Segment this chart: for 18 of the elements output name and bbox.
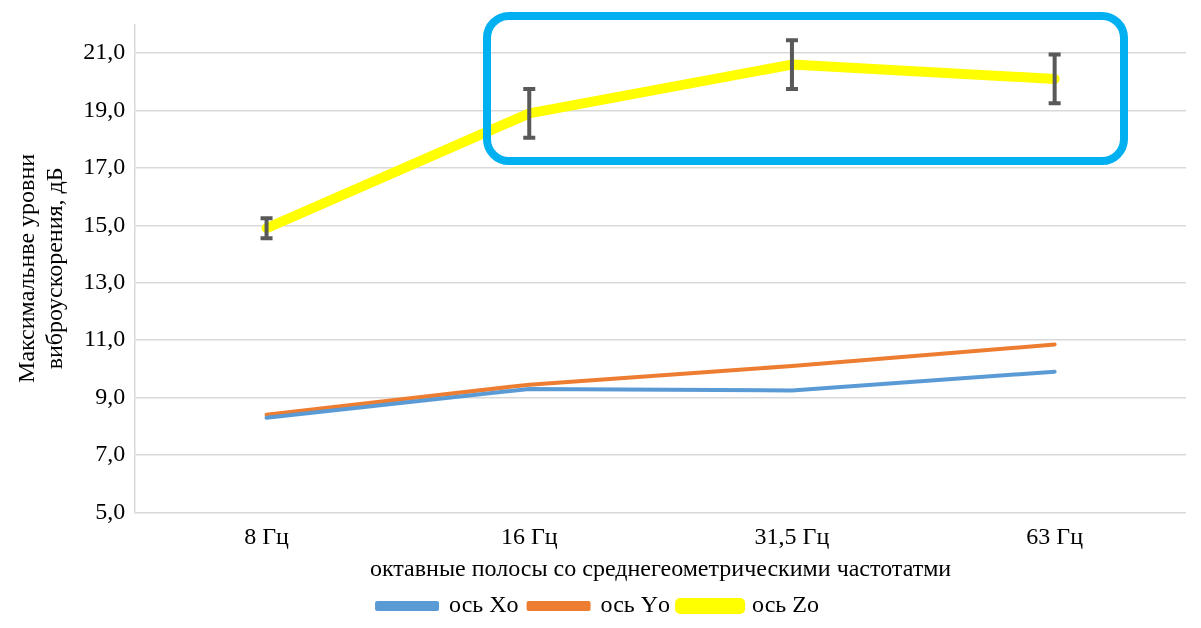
y-axis-title: Максимальнве уровни виброускорения, дБ [13, 153, 67, 383]
x-tick-label: 16 Гц [500, 523, 558, 550]
legend-label: ось Xо [449, 591, 519, 618]
y-tick-label: 19,0 [83, 95, 126, 122]
y-tick-label: 17,0 [83, 153, 126, 180]
x-tick-label: 31,5 Гц [754, 523, 830, 550]
y-tick-label: 7,0 [95, 440, 126, 467]
y-tick-label: 9,0 [95, 382, 126, 409]
legend-label: ось Zо [752, 591, 819, 618]
y-tick-label: 13,0 [83, 268, 126, 295]
y-tick-label: 5,0 [95, 497, 126, 524]
y-tick-label: 21,0 [83, 38, 126, 65]
x-tick-label: 63 Гц [1026, 523, 1084, 550]
y-tick-label: 15,0 [83, 210, 126, 237]
y-tick-label: 11,0 [84, 325, 126, 352]
legend-label: ось Yо [600, 591, 671, 618]
x-tick-label: 8 Гц [244, 523, 290, 550]
x-axis-title: октавные полосы со среднегеометрическими частотатми [369, 554, 952, 581]
